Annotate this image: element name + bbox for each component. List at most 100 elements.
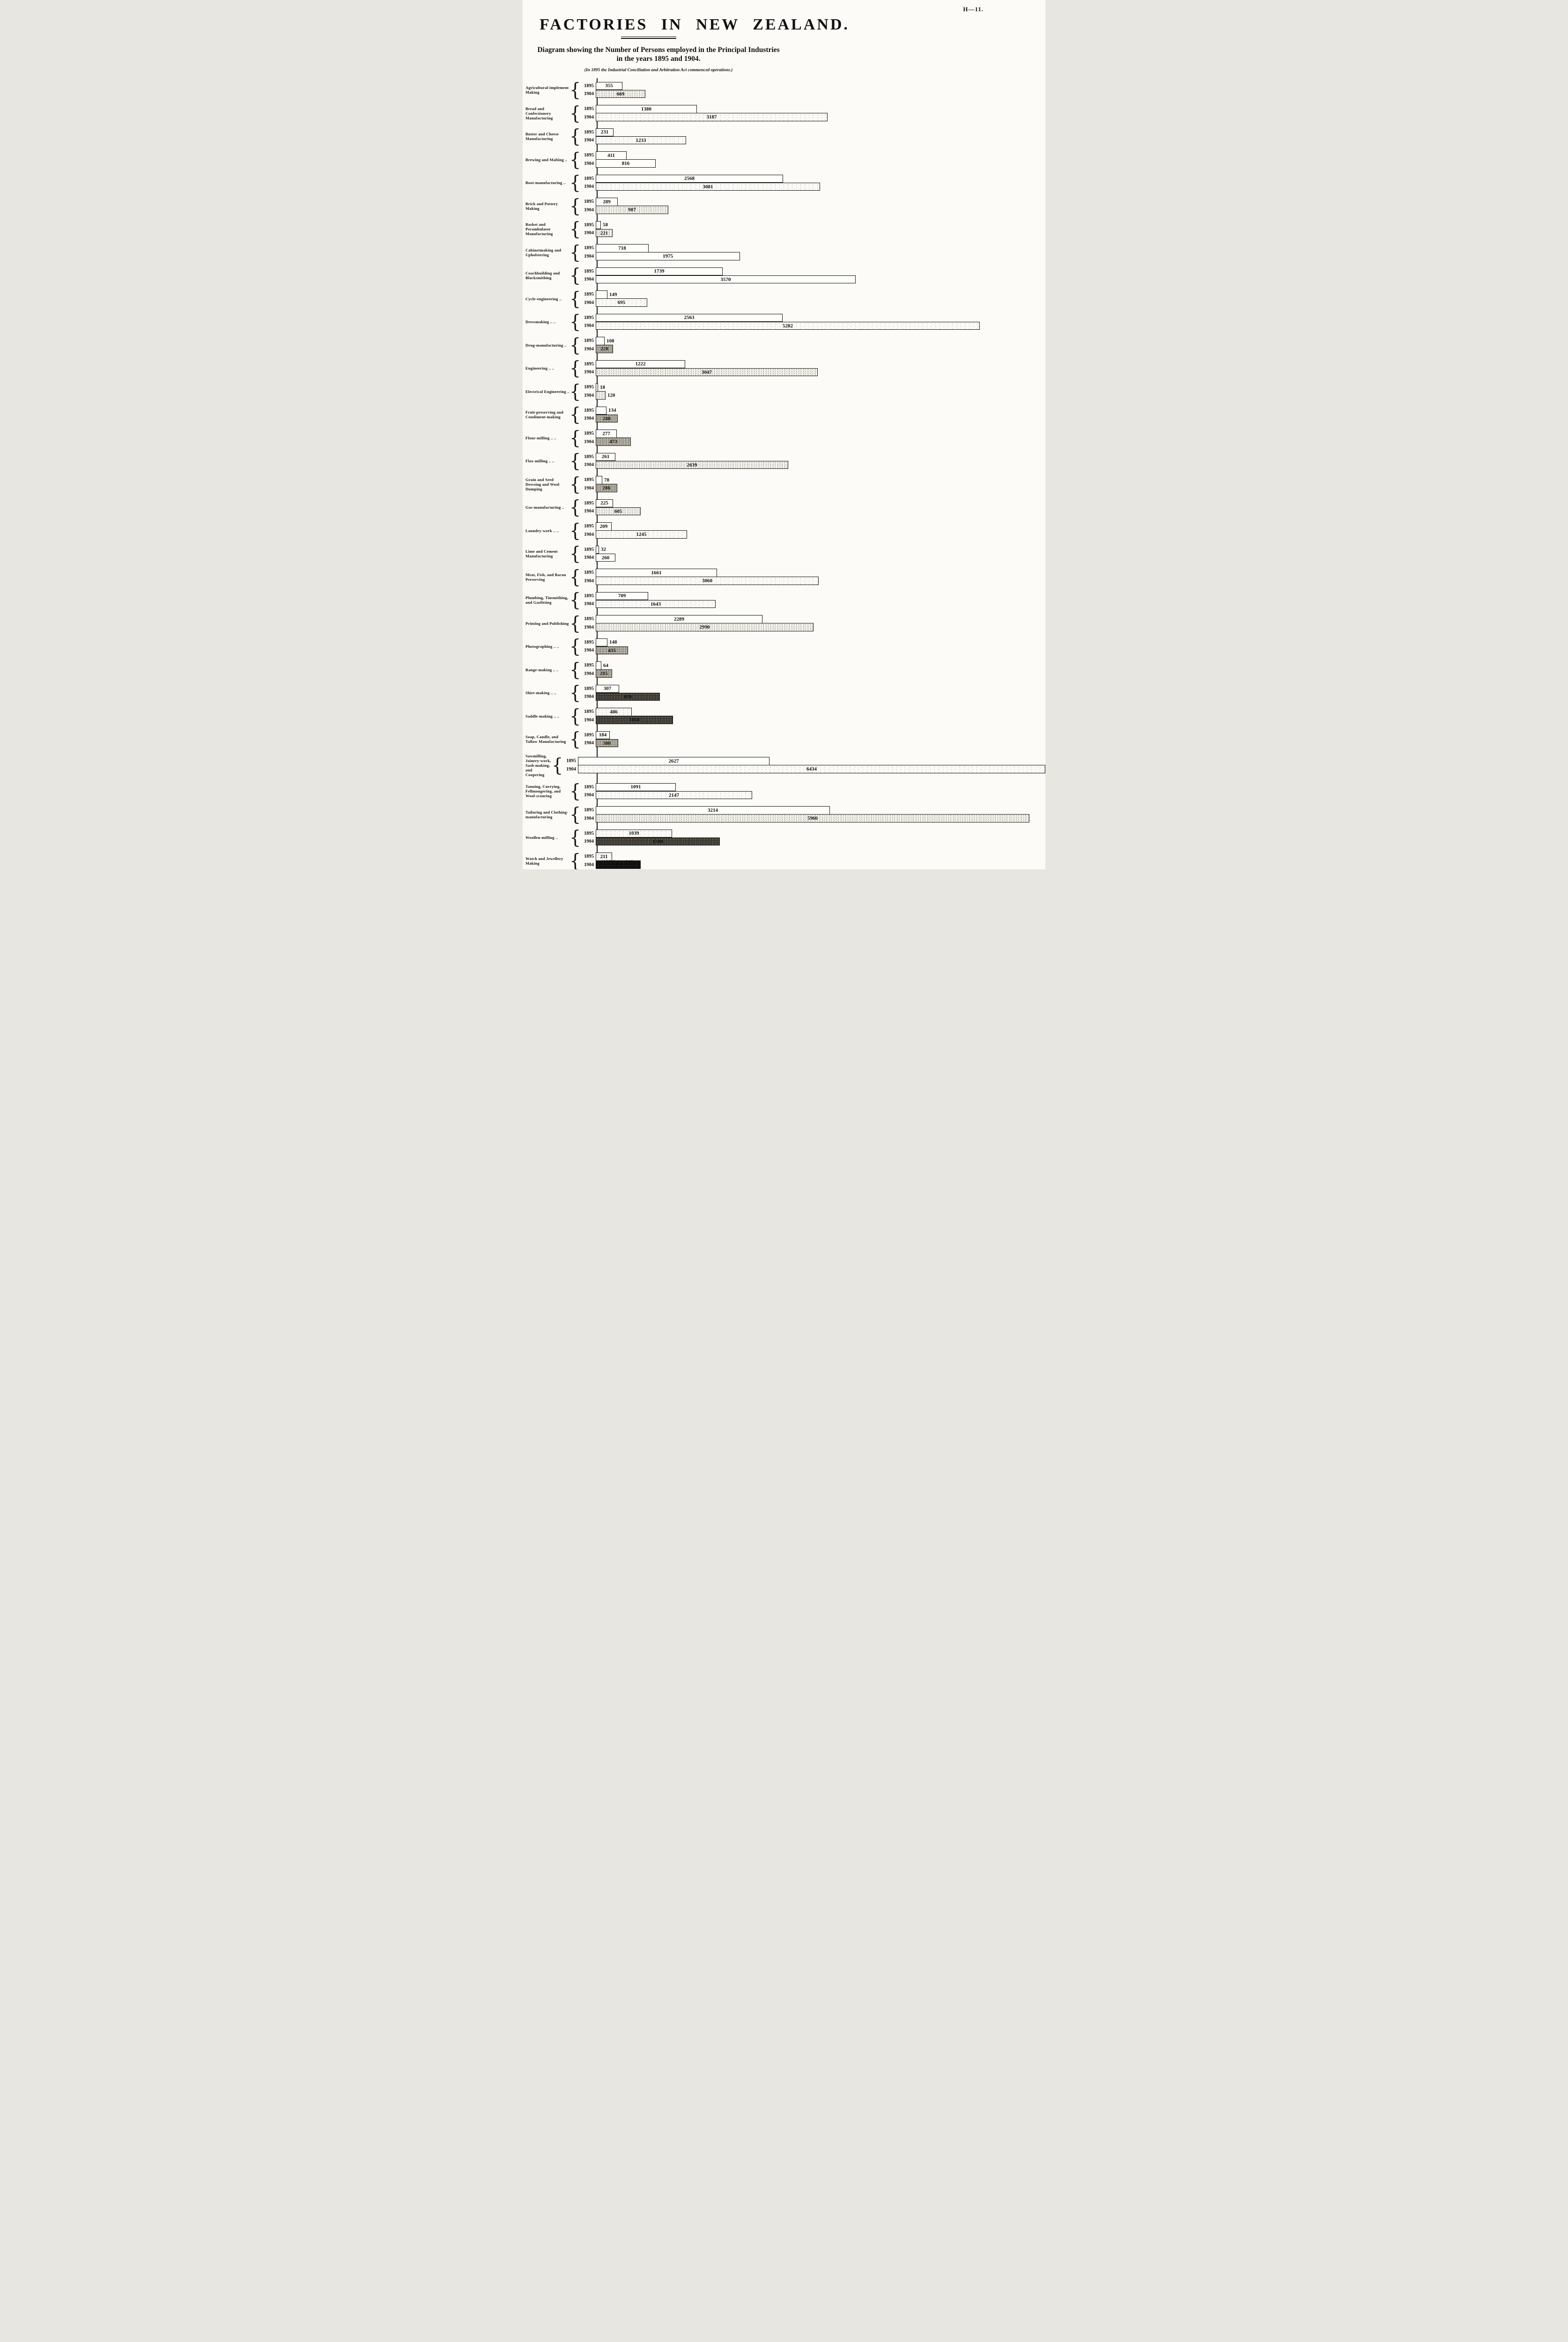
bar-1904: 1975 (596, 252, 740, 260)
bar-line-1904: 1904 435 (575, 646, 1045, 655)
industry-label: Tailoring and Clothing-manufacturing (525, 809, 569, 819)
industry-row: Tanning, Currying, Fellmongering, and Wo… (523, 782, 1045, 800)
year-label-1904: 1904 (584, 793, 594, 798)
year-label-1904: 1904 (584, 671, 594, 676)
bar-1895: 148 (596, 638, 617, 647)
industry-row: Meat, Fish, and Bacon Preserving { 1895 … (523, 568, 1045, 586)
bar-value-1895: 289 (603, 199, 611, 205)
bar-1895: 411 (596, 151, 627, 160)
bar-line-1895: 1895 184 (575, 731, 1045, 740)
bar-1904: 5282 (596, 321, 980, 330)
bar-1895: 78 (596, 476, 609, 484)
bar-line-1895: 1895 1039 (575, 829, 1045, 838)
year-label-1904: 1904 (584, 277, 594, 282)
year-label-1904: 1904 (584, 416, 594, 422)
page-title: FACTORIES IN NEW ZEALAND. (540, 16, 850, 33)
industry-label: Cabinetmaking and Upholstering (525, 247, 562, 257)
industry-label: Boot-manufacturing .. (525, 180, 566, 185)
bar-value-1904: 3187 (706, 114, 717, 120)
year-label-1904: 1904 (584, 717, 594, 723)
bar-1904: 1643 (596, 600, 716, 608)
bar-1895: 209 (596, 522, 612, 531)
bar-pair: 1895 184 1904 300 (575, 731, 1045, 748)
bar-value-1904: 3570 (720, 276, 731, 282)
year-label-1895: 1895 (584, 477, 594, 483)
bar-1895: 1380 (596, 105, 697, 113)
bar-pair: 1895 78 1904 286 (575, 475, 1045, 492)
year-label-1904: 1904 (584, 253, 594, 259)
bar-line-1904: 1904 286 (575, 484, 1045, 493)
bar-1904: 221 (596, 229, 613, 237)
bar-value-1895: 2563 (684, 315, 695, 321)
industry-label: Watch and Jewellery Making (525, 856, 563, 866)
bar-1904: 5966 (596, 814, 1029, 823)
bar-line-1904: 1904 1975 (575, 252, 1045, 261)
bar-1895: 355 (596, 82, 622, 90)
bar-value-1904: 870 (624, 694, 632, 700)
bar-pair: 1895 211 1904 610 (575, 852, 1045, 869)
year-label-1895: 1895 (566, 758, 576, 764)
bar-line-1895: 1895 709 (575, 592, 1045, 600)
label-brace-icon: { (570, 171, 581, 194)
industry-row: Electrical Engineering .. { 1895 18 1904… (523, 382, 1045, 401)
bar-value-1895: 184 (599, 732, 607, 738)
bar-line-1895: 1895 18 (575, 383, 1045, 392)
label-brace-icon: { (570, 659, 581, 681)
bar-1904: 6434 (578, 765, 1045, 773)
industry-label: Range-making .. .. (525, 667, 559, 672)
year-label-1895: 1895 (584, 176, 594, 181)
bar-line-1904: 1904 2147 (575, 791, 1045, 800)
bar-1904: 669 (596, 89, 645, 98)
industry-label: Photographing .. .. (525, 644, 559, 649)
bar-line-1895: 1895 486 (575, 707, 1045, 716)
bar-value-1904: 215 (600, 671, 608, 677)
industry-label: Saddle-making .. .. (525, 713, 560, 719)
chart-note: (In 1895 the Industrial Conciliation and… (584, 68, 733, 73)
bar-1895: 277 (596, 430, 617, 438)
bar-value-1895: 411 (607, 152, 615, 158)
bar-1904: 286 (596, 484, 617, 492)
bar-pair: 1895 277 1904 473 (575, 429, 1045, 446)
label-brace-icon: { (570, 519, 581, 541)
bar-value-1895: 355 (605, 83, 613, 89)
bar-1895: 58 (596, 221, 608, 230)
bar-value-1904: 5966 (807, 815, 818, 822)
bar-line-1895: 1895 231 (575, 128, 1045, 137)
bar-pair: 1895 2563 1904 5282 (575, 313, 1045, 330)
bar-value-1895: 209 (599, 523, 608, 529)
bar-1895: 134 (596, 406, 616, 415)
bar-pair: 1895 261 1904 2639 (575, 452, 1045, 469)
industry-row: Laundry-work .. .. { 1895 209 1904 1245 (523, 519, 1045, 541)
bar-pair: 1895 18 1904 120 (575, 383, 1045, 400)
bar-1904: 987 (596, 206, 668, 214)
bar-value-1904: 1700 (652, 838, 663, 845)
year-label-1904: 1904 (584, 509, 594, 514)
year-label-1895: 1895 (584, 808, 594, 813)
bar-value-1904: 300 (603, 740, 611, 746)
industry-label: Shirt-making .. .. (525, 690, 556, 695)
bar-chart: Agricultural-implement Making { 1895 355… (523, 78, 1045, 869)
label-brace-icon: { (570, 542, 581, 565)
bar-line-1895: 1895 307 (575, 684, 1045, 693)
label-brace-icon: { (570, 334, 581, 356)
bar-line-1904: 1904 816 (575, 159, 1045, 168)
year-label-1895: 1895 (584, 222, 594, 228)
bar-line-1895: 1895 2563 (575, 313, 1045, 322)
bar-line-1895: 1895 78 (575, 475, 1045, 484)
label-brace-icon: { (570, 450, 581, 472)
bar-value-1904: 669 (616, 91, 625, 97)
industry-label: Agricultural-implement Making (525, 85, 569, 95)
bar-1895: 1661 (596, 569, 717, 577)
bar-line-1904: 1904 215 (575, 669, 1045, 678)
bar-1895: 18 (596, 383, 605, 392)
bar-value-1895: 2568 (684, 176, 695, 182)
industry-label: Grain and Seed Dressing and Wool Dumping (525, 477, 560, 491)
bar-1895: 3214 (596, 806, 830, 815)
industry-row: Lime and Cement Manufacturing { 1895 32 … (523, 542, 1045, 565)
industry-label: Drug-manufacturing .. (525, 342, 567, 348)
bar-value-1895: 1039 (629, 830, 639, 837)
bar-value-1904: 3047 (702, 369, 712, 375)
industry-label: Engineering .. .. (525, 366, 555, 371)
year-label-1904: 1904 (584, 624, 594, 630)
label-brace-icon: { (570, 427, 581, 449)
